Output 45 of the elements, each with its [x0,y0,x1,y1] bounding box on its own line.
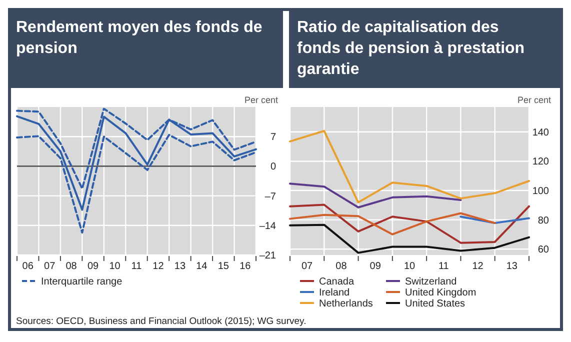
x-tick-label: 13 [174,261,186,272]
x-tick-label: 15 [218,261,230,272]
x-tick-label: 07 [44,261,56,272]
y-tick-label: 60 [538,244,550,256]
x-tick-label: 11 [438,261,450,272]
y-tick-label: 0 [270,162,276,173]
legend-label: Netherlands [319,298,373,310]
legend-label: Canada [319,276,354,288]
x-tick-label: 06 [22,261,34,272]
x-tick-label: 11 [131,261,142,272]
x-tick-label: 10 [109,261,121,272]
line-series [289,204,530,244]
y-tick-label: 120 [532,156,550,168]
y-tick-label: 7 [270,132,276,144]
legend-label: United States [405,298,466,310]
x-tick-label: 09 [370,261,382,272]
y-tick-label: 80 [538,215,550,226]
x-tick-label: 16 [240,261,252,272]
legend-label: Ireland [319,288,350,298]
line-series [289,212,496,236]
y-tick-label: –14 [259,220,276,232]
source-note: Sources: OECD, Business and Financial Outlook (2015); WG survey. [16,316,306,327]
y-tick-label: –21 [259,250,276,262]
x-tick-label: 12 [152,261,164,272]
line-series [289,224,530,254]
x-tick-label: 08 [336,261,348,272]
y-axis-title: Per cent [517,95,552,105]
line-series [289,130,530,204]
chart-title: Ratio de capitalisation des fonds de pension à prestation garantie [297,19,525,78]
y-axis-title: Per cent [244,95,278,105]
y-tick-label: 100 [532,186,550,198]
line-series [289,182,462,208]
x-tick-label: 07 [302,261,314,272]
legend-label: Interquartile range [41,276,123,288]
y-tick-label: 140 [532,127,550,138]
x-tick-label: 10 [404,261,416,272]
legend-label: United Kingdom [405,288,476,298]
legend-label: Switzerland [405,276,457,288]
y-tick-label: –7 [264,191,276,202]
x-tick-label: 12 [472,261,484,272]
chart-title: Rendement moyen des fonds de pension [16,19,262,57]
x-tick-label: 14 [196,261,208,272]
x-tick-label: 13 [506,261,518,272]
x-tick-label: 09 [87,261,100,272]
x-tick-label: 08 [66,261,78,272]
